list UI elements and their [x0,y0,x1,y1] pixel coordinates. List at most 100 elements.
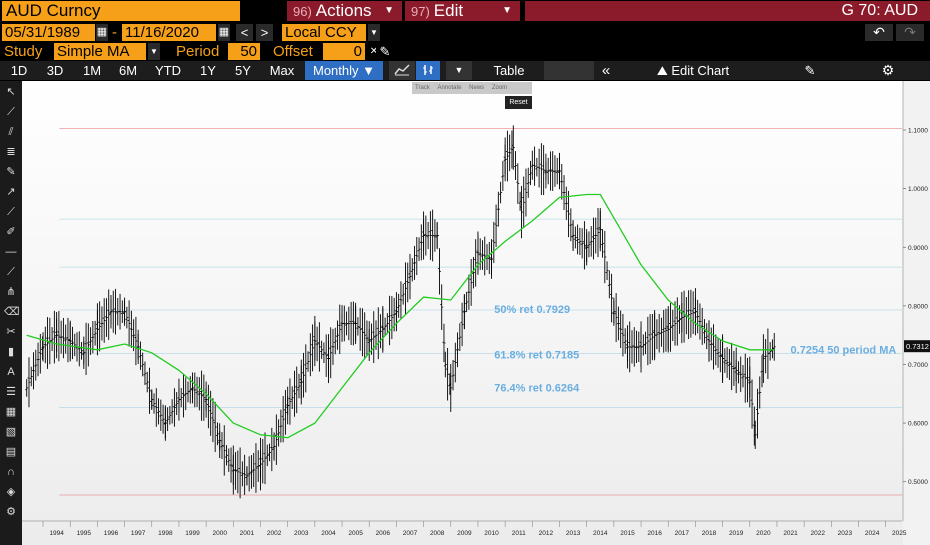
price-bar [730,342,734,391]
brush-tool-icon[interactable]: ✎ [6,166,16,178]
cut-icon[interactable]: ✂ [6,326,16,338]
collapse-icon[interactable]: « [601,62,611,79]
price-bar [274,414,278,465]
pitchfork-icon[interactable]: ⋔ [6,286,16,298]
next-arrow-icon[interactable]: > [256,24,273,41]
end-date-input[interactable]: 11/16/2020 [122,24,216,41]
period-ytd[interactable]: YTD [155,63,181,78]
price-bar [86,323,90,367]
price-bar [38,333,42,374]
price-bar [598,210,602,249]
price-bar [632,327,636,367]
layer-icon[interactable]: ◈ [6,486,16,498]
start-date-input[interactable]: 05/31/1989 [2,24,95,41]
price-bar [200,370,204,421]
undo-icon[interactable]: ↶ [865,24,893,41]
price-bar [204,381,208,418]
frequency-select[interactable]: Monthly ▼ [305,61,383,80]
price-bar [413,245,417,280]
study-label: Study [4,43,43,60]
ticker-field[interactable]: AUD Curncy [2,1,240,21]
fill-icon[interactable]: ▦ [5,406,17,418]
period-1y[interactable]: 1Y [200,63,216,78]
price-bar [161,404,165,434]
period-label: Period [176,43,220,60]
price-bar [449,363,453,412]
actions-button[interactable]: 96) Actions ▼ [287,1,402,21]
toolbar-spacer [544,61,594,80]
bar-chart-icon[interactable] [416,61,440,80]
trend-tool-icon[interactable]: ⟋ [7,266,15,278]
redo-icon[interactable]: ↷ [896,24,924,41]
price-bar [529,160,533,186]
magnet-icon[interactable]: ∩ [7,466,15,478]
last-value-badge [904,340,930,353]
period-6m[interactable]: 6M [118,63,138,78]
table-button[interactable]: Table [493,63,525,78]
channel-tool-icon[interactable]: ⫽ [8,126,14,138]
price-bar [680,303,684,333]
price-bar [354,302,358,345]
pencil-icon[interactable]: ✎ [376,43,394,60]
pointer-icon[interactable]: ↖ [6,86,16,98]
reset-button[interactable]: Reset [505,96,532,109]
y-tick-label: 1.0000 [908,186,928,193]
price-bar [50,327,54,352]
chevron-down-icon[interactable]: ▼ [446,61,472,80]
period-1d[interactable]: 1D [10,63,28,78]
price-bar [193,372,197,408]
price-bar [610,273,614,323]
period-5y[interactable]: 5Y [235,63,251,78]
moving-average [26,193,775,439]
fib-tool-icon[interactable]: ≣ [6,146,16,158]
period-3d[interactable]: 3D [46,63,64,78]
price-bar [290,386,294,410]
x-tick-label: 2002 [267,530,282,537]
eraser-icon[interactable]: ⌫ [4,306,20,318]
period-input[interactable]: 50 [228,43,260,60]
arrow-tool-icon[interactable]: ↗ [6,186,16,198]
news-tool[interactable]: News [469,85,485,91]
price-bar [698,303,702,340]
offset-input[interactable]: 0 [323,43,365,60]
settings-small-icon[interactable]: ⚙ [6,506,16,518]
price-chart[interactable]: 50% ret 0.7929 61.8% ret 0.7185 76.4% ret … [22,81,930,545]
grid-icon[interactable]: ▤ [5,446,17,458]
price-bar [311,324,315,372]
prev-arrow-icon[interactable]: < [236,24,253,41]
style-icon[interactable]: ☰ [6,386,16,398]
pattern-icon[interactable]: ▧ [5,426,17,438]
currency-select[interactable]: Local CCY [282,24,366,41]
price-bar [55,318,59,352]
chevron-down-icon[interactable]: ▼ [148,43,160,60]
annotate-tool[interactable]: Annotate [437,85,462,91]
gear-icon[interactable]: ⚙ [881,62,895,78]
calendar-icon[interactable]: ▦ [218,24,230,41]
ray-tool-icon[interactable]: ⟋ [7,206,15,218]
track-tool[interactable]: Track [415,85,430,91]
text-tool-icon[interactable]: A [7,366,15,378]
delete-icon[interactable]: ▮ [7,346,15,358]
price-bar [283,389,287,435]
price-bar [456,332,460,368]
calendar-icon[interactable]: ▦ [96,24,108,41]
edit-menu-button[interactable]: 97) Edit ▼ [405,1,520,21]
price-bar [64,324,68,354]
chevron-down-icon[interactable]: ▼ [368,24,380,41]
pen-tool-icon[interactable]: ✐ [6,226,16,238]
line-chart-icon[interactable] [389,61,415,80]
period-max[interactable]: Max [269,63,295,78]
edit-icon[interactable]: ✎ [804,63,816,78]
line-tool-icon[interactable]: ⟋ [7,106,15,118]
study-select[interactable]: Simple MA [54,43,146,60]
price-bar [734,347,738,394]
zoom-tool[interactable]: Zoom [491,85,508,91]
price-bar [277,419,281,447]
price-bar [401,283,405,305]
edit-chart-button[interactable]: ⛰ Edit Chart [648,61,738,80]
x-axis: 1994 1995 1996 1997 1998 1999 2000 2001 2002 2003… [22,520,907,537]
price-bar [383,317,387,336]
period-1m[interactable]: 1M [82,63,102,78]
horizontal-line-icon[interactable]: — [5,246,17,258]
price-bar [417,237,421,262]
